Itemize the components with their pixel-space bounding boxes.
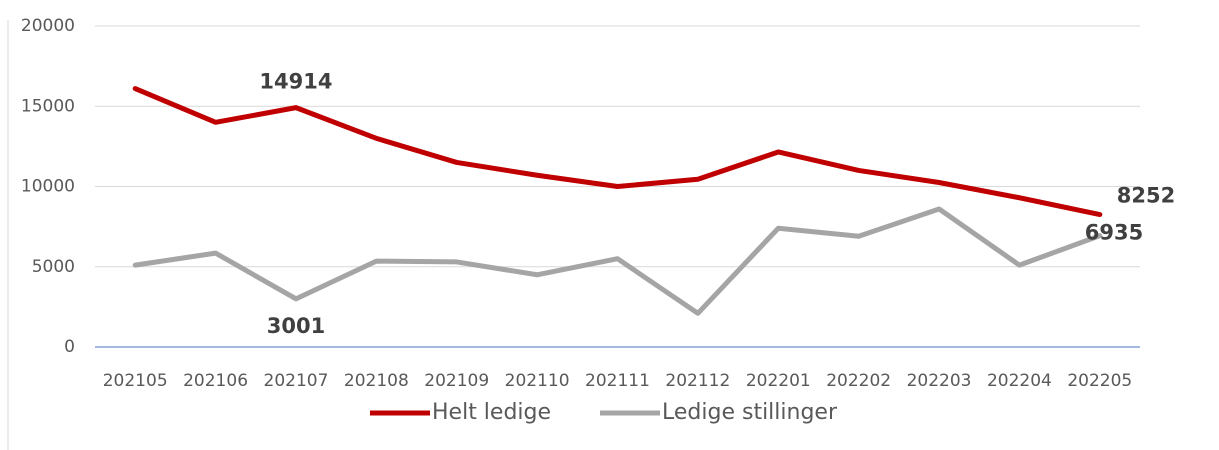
x-tick-label: 202109 — [424, 371, 489, 391]
data-label: 3001 — [267, 314, 325, 338]
data-label: 14914 — [259, 70, 332, 94]
y-tick-label: 10000 — [21, 177, 75, 197]
x-tick-label: 202110 — [505, 371, 570, 391]
x-tick-label: 202205 — [1067, 371, 1132, 391]
x-tick-label: 202202 — [826, 371, 891, 391]
y-tick-label: 15000 — [21, 96, 75, 116]
legend-label: Helt ledige — [432, 400, 551, 425]
x-tick-label: 202105 — [103, 371, 168, 391]
data-label: 6935 — [1085, 221, 1143, 245]
x-tick-label: 202108 — [344, 371, 409, 391]
series-line — [132, 86, 1103, 218]
series-line — [132, 206, 1103, 316]
x-tick-label: 202106 — [183, 371, 248, 391]
x-tick-label: 202201 — [746, 371, 811, 391]
x-tick-label: 202204 — [987, 371, 1052, 391]
y-tick-label: 0 — [64, 337, 75, 357]
legend-label: Ledige stillinger — [662, 400, 838, 425]
data-label: 8252 — [1117, 184, 1175, 208]
x-tick-label: 202112 — [665, 371, 730, 391]
x-tick-label: 202111 — [585, 371, 650, 391]
x-tick-label: 202203 — [907, 371, 972, 391]
y-tick-label: 20000 — [21, 16, 75, 36]
y-tick-label: 5000 — [32, 257, 75, 277]
x-tick-label: 202107 — [264, 371, 329, 391]
